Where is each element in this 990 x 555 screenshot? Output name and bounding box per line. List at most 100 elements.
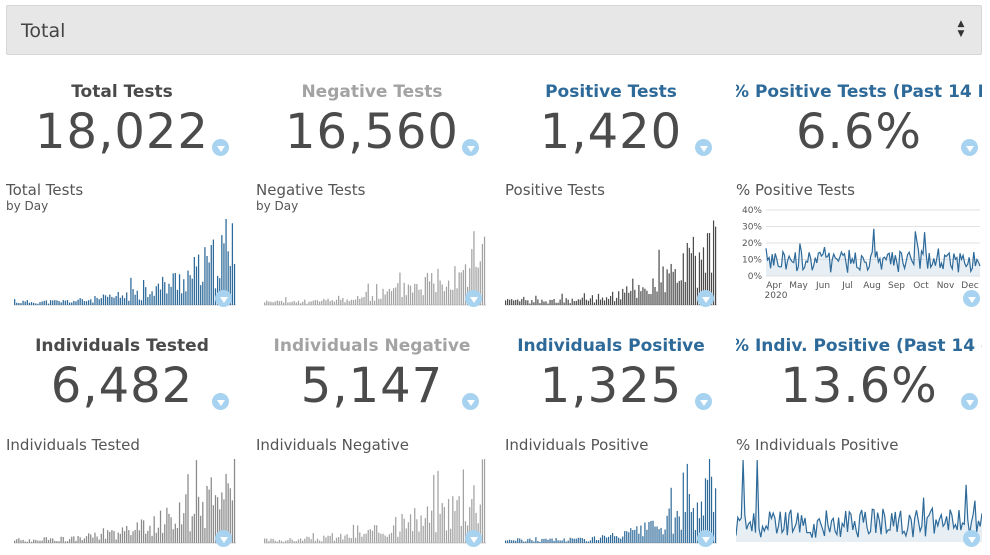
chart-bar [168, 283, 170, 305]
chart-bar [367, 530, 369, 543]
chart-bar [352, 300, 355, 305]
filter-icon[interactable] [212, 139, 229, 156]
chart-bar [79, 298, 81, 305]
chart-bar [304, 538, 306, 543]
chart-bar [612, 291, 614, 305]
chart-bar [113, 531, 115, 543]
filter-icon[interactable] [963, 530, 980, 547]
chart-bar [162, 532, 164, 543]
chart-bar [221, 235, 223, 305]
filter-icon[interactable] [215, 530, 232, 547]
chart-bar [509, 299, 511, 305]
metric-selector[interactable]: Total ▲ ▼ [6, 5, 982, 55]
chart-bar [195, 460, 198, 543]
chart-bar [340, 299, 342, 305]
filter-icon[interactable] [462, 393, 479, 410]
chart-bar [371, 296, 374, 305]
chart-bar [628, 292, 630, 305]
chart-bar [96, 297, 98, 305]
chart-bar [660, 282, 662, 305]
chart-bar [344, 302, 346, 305]
chart-bar [155, 532, 157, 543]
chart-bar [481, 459, 484, 543]
chart-bar [64, 541, 67, 543]
chart-bar [523, 296, 525, 305]
chart-bar [599, 299, 602, 305]
chart-bar [115, 295, 117, 305]
chart-bar [454, 266, 456, 305]
chart-bar [33, 539, 35, 543]
chart-bar [409, 514, 412, 543]
chart-bar [321, 541, 323, 543]
filter-icon[interactable] [465, 530, 482, 547]
chart-bar [47, 303, 50, 305]
chart-bar [670, 487, 672, 543]
chart-bar [304, 299, 306, 305]
chart-bar [285, 297, 287, 305]
chart-bar [77, 299, 79, 305]
chart-bar [680, 280, 682, 305]
chart-bar [676, 282, 678, 305]
filter-icon[interactable] [697, 290, 714, 307]
filter-icon[interactable] [961, 139, 978, 156]
x-tick-label: Nov [937, 281, 955, 291]
chart-bar [571, 538, 573, 543]
select-arrows-icon[interactable]: ▲ ▼ [957, 19, 965, 39]
chart-bar [710, 476, 713, 543]
chart-bar [407, 522, 410, 543]
chart-bar [618, 291, 620, 305]
chart-bar [390, 532, 393, 543]
filter-icon[interactable] [462, 139, 479, 156]
chart-bar [644, 522, 646, 543]
chart-bar [694, 530, 696, 543]
chart-bar [145, 287, 147, 305]
chart-bar [565, 541, 567, 543]
chart-sublabel: by Day [256, 199, 299, 213]
chart-bar [505, 540, 507, 543]
chart-bar [346, 534, 348, 543]
chart-bar [297, 300, 300, 305]
chart-bar [168, 513, 170, 543]
chart-bar [229, 488, 231, 543]
chart-bar [473, 485, 475, 543]
chart-bar [537, 541, 539, 543]
filter-icon[interactable] [961, 393, 978, 410]
filter-icon[interactable] [695, 393, 712, 410]
chart-bar [636, 297, 638, 305]
chart-bar [527, 300, 529, 305]
chart-bar [176, 289, 179, 305]
chart-bar [431, 510, 433, 543]
chart-bar [83, 301, 86, 305]
chart-bar [92, 537, 94, 543]
chart-bar [174, 523, 176, 543]
chart-bar [157, 527, 160, 543]
filter-icon[interactable] [465, 290, 482, 307]
chart-bar [533, 302, 535, 305]
chart-bar [674, 517, 676, 543]
chart-bar [200, 515, 202, 543]
chart-bar [567, 540, 569, 543]
chart-bar [601, 535, 604, 543]
bar-chart-total-tests [14, 219, 236, 306]
filter-icon[interactable] [695, 139, 712, 156]
chart-bar [183, 513, 185, 543]
chart-bar [287, 302, 289, 305]
chart-bar [202, 281, 204, 305]
chart-bar [686, 242, 688, 305]
chart-bar [350, 538, 352, 543]
chart-bar [605, 297, 608, 305]
chart-bar [620, 299, 622, 305]
chart-bar [563, 538, 565, 543]
chart-bar [549, 299, 551, 305]
chart-bar [291, 301, 293, 305]
chart-area [736, 460, 982, 542]
filter-icon[interactable] [212, 393, 229, 410]
chart-bar [151, 535, 153, 543]
chart-bar [658, 249, 660, 305]
chart-bar [505, 300, 507, 305]
filter-icon[interactable] [963, 290, 980, 307]
chart-bar [16, 302, 18, 305]
filter-icon[interactable] [215, 290, 232, 307]
chart-bar [575, 538, 577, 543]
filter-icon[interactable] [697, 530, 714, 547]
